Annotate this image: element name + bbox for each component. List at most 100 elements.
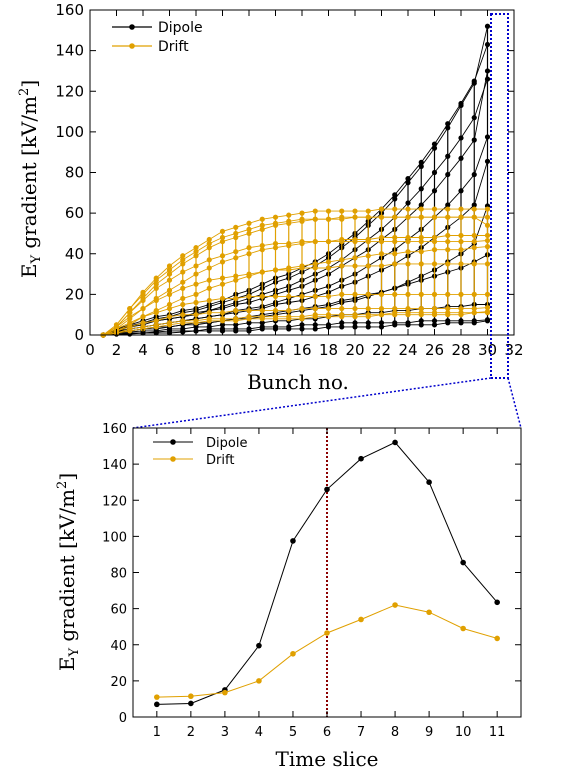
top-drift-point: [378, 206, 385, 212]
top-drift-point: [193, 312, 199, 318]
top-drift-point: [471, 238, 477, 245]
top-drift-point: [339, 208, 345, 214]
top-y-label-sup: 2: [17, 88, 32, 96]
top-dipole-point: [418, 186, 424, 192]
top-drift-point: [286, 314, 292, 320]
top-drift-point: [206, 257, 212, 263]
bottom-x-tick-label: 8: [391, 725, 399, 740]
top-drift-point: [325, 312, 332, 318]
top-legend-marker-drift: [129, 43, 135, 49]
bottom-y-tick-label: 60: [110, 603, 127, 618]
top-drift-point: [405, 261, 411, 267]
top-drift-point: [484, 214, 491, 220]
bottom-series-dipole: [154, 439, 500, 708]
zoom-connector-right: [507, 377, 522, 429]
top-drift-point: [378, 305, 385, 312]
top-y-tick-label: 140: [55, 42, 84, 60]
bottom-y-tick-label: 120: [102, 494, 127, 509]
top-drift-point: [339, 216, 345, 222]
top-drift-point: [458, 261, 464, 267]
top-drift-point: [325, 208, 332, 214]
top-drift-point: [193, 249, 199, 255]
top-drift-point: [166, 277, 173, 283]
top-dipole-slice-line: [103, 136, 488, 336]
top-dipole-point: [259, 324, 265, 330]
top-drift-point: [272, 308, 279, 314]
top-dipole-point: [431, 318, 438, 324]
bottom-y-tick-label: 160: [102, 422, 127, 437]
top-dipole-point: [431, 322, 438, 328]
bottom-drift-point: [358, 616, 364, 623]
top-dipole-point: [484, 158, 491, 164]
top-drift-point: [405, 206, 411, 212]
top-drift-point: [405, 305, 411, 312]
top-y-tick-label: 100: [55, 123, 84, 141]
top-drift-point: [445, 214, 451, 220]
top-drift-point: [299, 210, 305, 216]
top-drift-point: [471, 291, 477, 297]
top-drift-point: [206, 285, 212, 291]
top-drift-point: [352, 305, 358, 312]
bottom-legend-marker-drift: [170, 456, 176, 462]
top-x-tick-label: 6: [165, 341, 175, 359]
top-drift-point: [365, 263, 371, 269]
top-x-tick-label: 8: [191, 341, 201, 359]
top-dipole-point: [219, 326, 226, 332]
top-drift-point: [392, 261, 398, 267]
top-drift-point: [352, 291, 358, 297]
top-drift-point: [272, 214, 279, 220]
top-drift-point: [180, 257, 186, 263]
top-dipole-point: [365, 324, 371, 330]
top-drift-point: [392, 291, 398, 297]
top-drift-point: [140, 320, 146, 326]
top-drift-point: [431, 310, 438, 316]
top-drift-point: [259, 226, 265, 232]
top-drift-point: [180, 253, 186, 259]
top-drift-point: [325, 259, 332, 265]
top-drift-point: [233, 316, 239, 322]
top-series-dipole: [100, 23, 491, 338]
top-drift-point: [431, 214, 438, 220]
top-drift-point: [233, 308, 239, 314]
top-drift-point: [180, 301, 186, 308]
top-drift-point: [219, 316, 226, 322]
top-drift-point: [471, 245, 477, 251]
top-dipole-point: [405, 180, 411, 186]
top-dipole-point: [471, 318, 477, 324]
top-drift-point: [405, 310, 411, 316]
bottom-series-layer: [154, 428, 500, 717]
top-drift-point: [431, 234, 438, 241]
top-drift-point: [299, 314, 305, 320]
bottom-y-tick-label: 20: [110, 675, 127, 690]
top-dipole-point: [431, 141, 438, 147]
top-dipole-point: [405, 175, 411, 182]
top-dipole-point: [259, 320, 265, 326]
top-drift-point: [431, 291, 438, 297]
top-drift-point: [206, 240, 212, 247]
top-drift-point: [246, 314, 252, 320]
top-drift-point: [471, 214, 477, 220]
top-drift-point: [365, 312, 371, 318]
bottom-x-tick-label: 4: [255, 725, 263, 740]
top-dipole-point: [352, 324, 358, 330]
top-dipole-point: [378, 324, 385, 330]
top-x-tick-label: 22: [372, 341, 391, 359]
top-drift-point: [286, 212, 292, 218]
top-drift-point: [365, 236, 371, 243]
top-drift-point: [272, 267, 279, 273]
top-drift-point: [206, 297, 212, 304]
top-dipole-point: [471, 115, 477, 121]
top-drift-point: [339, 257, 345, 263]
bottom-dipole-point: [154, 701, 160, 708]
top-drift-point: [219, 275, 226, 281]
top-drift-point: [259, 243, 265, 249]
top-drift-point: [233, 230, 239, 237]
top-drift-point: [140, 314, 146, 320]
top-dipole-point: [405, 200, 411, 206]
top-drift-point: [206, 316, 212, 322]
bottom-x-tick-label: 2: [187, 725, 195, 740]
bottom-y-label-sup: 2: [55, 481, 70, 489]
top-drift-point: [484, 206, 491, 212]
top-drift-point: [445, 247, 451, 253]
top-drift-point: [339, 236, 345, 243]
